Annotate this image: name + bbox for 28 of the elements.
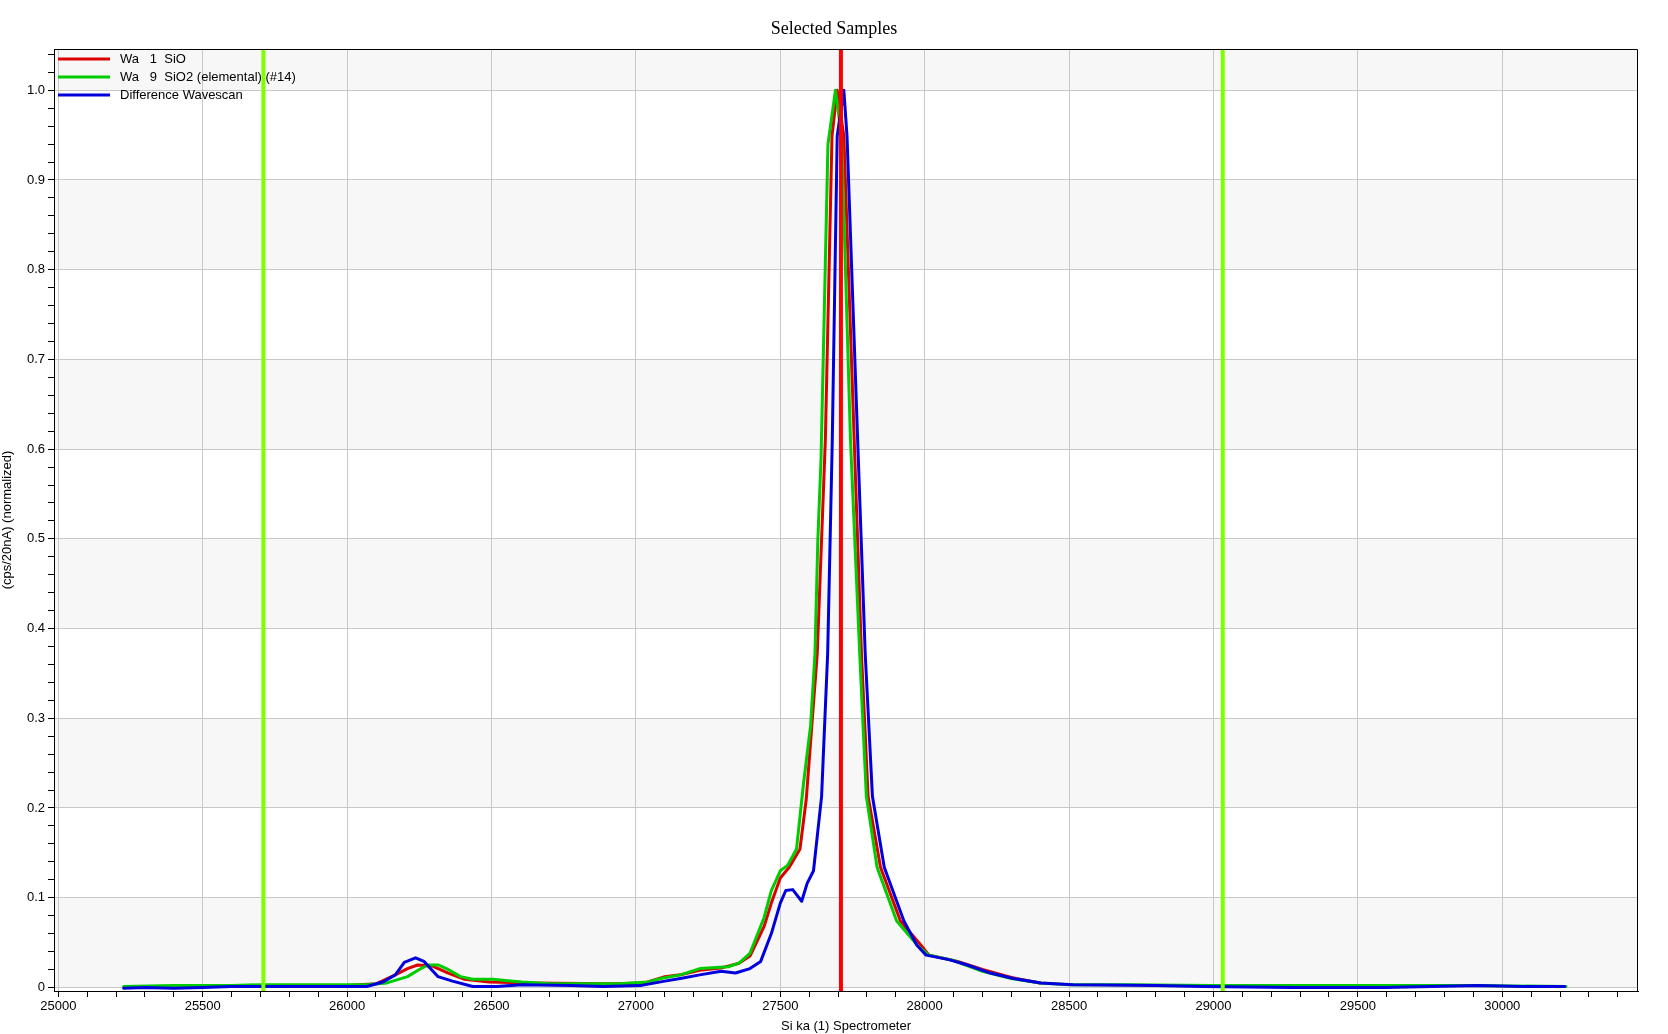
y-tick-label: 0.6 — [26, 440, 45, 456]
y-tick-label: 0.7 — [26, 350, 45, 366]
y-axis-title: (cps/20nA) (normalized) — [0, 450, 15, 590]
y-tick-label: 0.8 — [26, 261, 45, 277]
x-tick-label: 25500 — [184, 998, 221, 1014]
legend-label: Wa 9 SiO2 (elemental) (#14) — [120, 68, 296, 84]
y-tick-label: 0.1 — [26, 889, 45, 905]
legend-label: Difference Wavescan — [120, 86, 243, 102]
x-tick-label: 29500 — [1339, 998, 1376, 1014]
y-tick-label: 0.9 — [26, 171, 45, 187]
legend-label: Wa 1 SiO — [120, 50, 186, 66]
y-tick-label: 1.0 — [26, 81, 45, 97]
x-tick-label: 28000 — [906, 998, 943, 1014]
x-tick-label: 27500 — [762, 998, 799, 1014]
x-tick-label: 29000 — [1195, 998, 1232, 1014]
chart-title: Selected Samples — [770, 17, 898, 38]
y-tick-label: 0 — [37, 978, 45, 994]
x-tick-label: 28500 — [1051, 998, 1088, 1014]
x-axis-title: Si ka (1) Spectrometer — [780, 1017, 912, 1033]
y-tick-label: 0.3 — [26, 709, 45, 725]
x-tick-label: 27000 — [617, 998, 654, 1014]
x-tick-label: 25000 — [40, 998, 77, 1014]
x-tick-label: 26000 — [329, 998, 366, 1014]
x-tick-label: 30000 — [1484, 998, 1521, 1014]
y-tick-label: 0.4 — [26, 620, 45, 636]
x-tick-label: 26500 — [473, 998, 510, 1014]
y-tick-label: 0.5 — [26, 530, 45, 546]
y-tick-label: 0.2 — [26, 799, 45, 815]
